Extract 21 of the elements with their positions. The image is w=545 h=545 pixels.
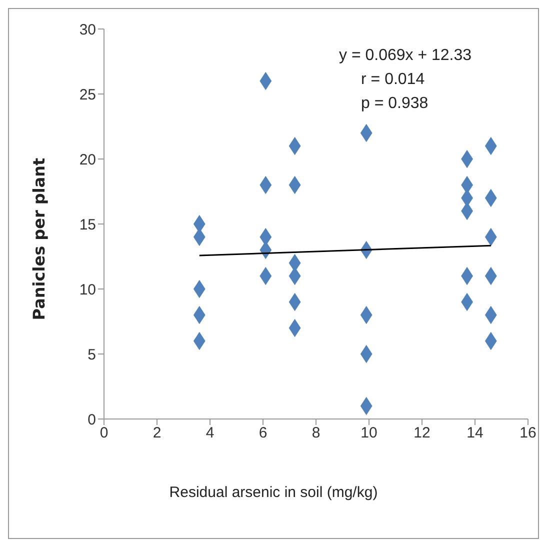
x-tick-label: 2 xyxy=(152,424,162,442)
x-tick-label: 8 xyxy=(312,424,320,442)
x-tick-label: 0 xyxy=(100,424,108,442)
x-tick-label: 14 xyxy=(466,424,484,442)
x-tick-label: 10 xyxy=(360,424,378,442)
x-tick-label: 6 xyxy=(258,424,268,442)
y-tick-label: 0 xyxy=(88,411,96,428)
x-tick-label: 4 xyxy=(206,424,214,442)
y-tick-label: 15 xyxy=(79,216,96,234)
annotation: r = 0.014 xyxy=(360,70,426,90)
annotation: p = 0.938 xyxy=(360,94,430,114)
x-tick-label: 16 xyxy=(520,424,536,442)
y-tick-label: 10 xyxy=(79,281,96,298)
x-axis-title: Residual arsenic in soil (mg/kg) xyxy=(168,484,379,501)
annotation: y = 0.069x + 12.33 xyxy=(339,46,472,66)
x-tick-label: 12 xyxy=(414,424,430,442)
y-tick-label: 25 xyxy=(79,86,96,104)
y-tick-label: 20 xyxy=(79,151,96,168)
y-tick-label: 5 xyxy=(88,346,96,364)
y-axis-title: Panicles per plant xyxy=(30,158,48,320)
y-tick-label: 30 xyxy=(79,21,96,38)
